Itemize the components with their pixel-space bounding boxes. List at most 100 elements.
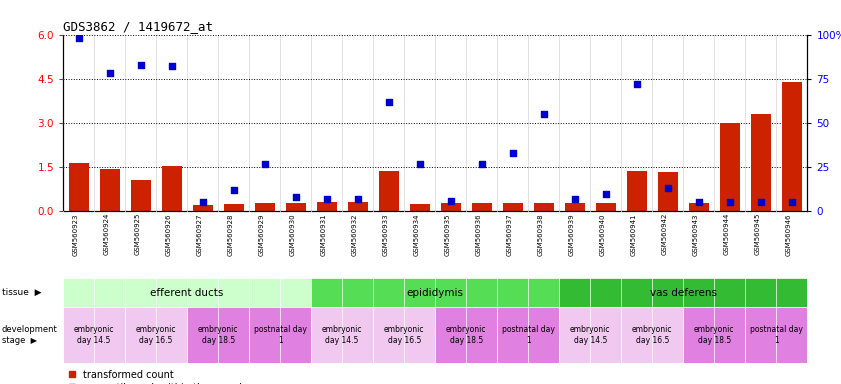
Text: efferent ducts: efferent ducts (151, 288, 224, 298)
Bar (373, 307, 436, 363)
Legend: transformed count, percentile rank within the sample: transformed count, percentile rank withi… (68, 370, 248, 384)
Point (723, 199, 737, 205)
Point (103, 70, 116, 76)
Bar (286, 203, 306, 211)
Text: GSM560937: GSM560937 (507, 213, 513, 256)
Bar (559, 278, 807, 307)
Bar (751, 114, 771, 211)
Point (351, 196, 364, 202)
Bar (311, 307, 373, 363)
Text: embryonic
day 18.5: embryonic day 18.5 (198, 325, 238, 345)
Bar (782, 82, 802, 211)
Text: embryonic
day 18.5: embryonic day 18.5 (446, 325, 486, 345)
Text: GSM560930: GSM560930 (289, 213, 296, 256)
Text: embryonic
day 16.5: embryonic day 16.5 (136, 325, 177, 345)
Point (320, 196, 333, 202)
Text: GSM560940: GSM560940 (600, 213, 606, 256)
Bar (378, 172, 399, 211)
Text: embryonic
day 14.5: embryonic day 14.5 (74, 325, 114, 345)
Bar (720, 123, 740, 211)
Text: GSM560935: GSM560935 (445, 213, 451, 256)
Text: GSM560923: GSM560923 (72, 213, 78, 256)
Text: embryonic
day 14.5: embryonic day 14.5 (570, 325, 611, 345)
Text: postnatal day
1: postnatal day 1 (254, 325, 307, 345)
Point (599, 190, 612, 197)
Point (165, 63, 178, 70)
Text: postnatal day
1: postnatal day 1 (502, 325, 555, 345)
Point (289, 194, 303, 200)
Text: GDS3862 / 1419672_at: GDS3862 / 1419672_at (63, 20, 213, 33)
Bar (161, 166, 182, 211)
Bar (503, 203, 523, 211)
Bar (627, 170, 647, 211)
Text: GSM560941: GSM560941 (631, 213, 637, 256)
Text: GSM560933: GSM560933 (383, 213, 389, 256)
Bar (255, 203, 275, 211)
Text: development
stage  ▶: development stage ▶ (2, 325, 57, 345)
Bar (621, 307, 683, 363)
Point (785, 199, 799, 205)
Text: GSM560934: GSM560934 (414, 213, 420, 256)
Point (754, 199, 768, 205)
Text: GSM560945: GSM560945 (755, 213, 761, 255)
Bar (311, 278, 559, 307)
Text: GSM560927: GSM560927 (197, 213, 203, 256)
Point (382, 99, 395, 105)
Bar (534, 203, 554, 211)
Point (258, 161, 272, 167)
Text: GSM560925: GSM560925 (135, 213, 140, 255)
Bar (63, 278, 311, 307)
Point (134, 61, 147, 68)
Text: GSM560926: GSM560926 (166, 213, 172, 256)
Text: epididymis: epididymis (407, 288, 463, 298)
Text: GSM560942: GSM560942 (662, 213, 668, 255)
Bar (564, 203, 584, 211)
Text: tissue  ▶: tissue ▶ (2, 288, 41, 297)
Point (506, 150, 520, 156)
Bar (689, 203, 709, 211)
Bar (63, 307, 125, 363)
Text: embryonic
day 16.5: embryonic day 16.5 (632, 325, 673, 345)
Bar (472, 203, 492, 211)
Point (196, 199, 209, 205)
Bar (193, 205, 213, 211)
Bar (99, 169, 119, 211)
Bar (410, 204, 430, 211)
Bar (595, 203, 616, 211)
Bar (559, 307, 621, 363)
Text: GSM560931: GSM560931 (320, 213, 326, 256)
Bar (683, 307, 745, 363)
Text: GSM560924: GSM560924 (103, 213, 109, 255)
Bar (316, 202, 336, 211)
Text: embryonic
day 16.5: embryonic day 16.5 (384, 325, 425, 345)
Point (692, 199, 706, 205)
Bar (125, 307, 187, 363)
Bar (187, 307, 249, 363)
Point (568, 196, 581, 202)
Bar (68, 163, 88, 211)
Point (661, 185, 674, 191)
Bar (745, 307, 807, 363)
Text: GSM560939: GSM560939 (569, 213, 574, 256)
Bar (347, 202, 368, 211)
Point (444, 197, 458, 204)
Text: vas deferens: vas deferens (650, 288, 717, 298)
Text: GSM560943: GSM560943 (693, 213, 699, 256)
Text: GSM560928: GSM560928 (228, 213, 234, 256)
Text: GSM560932: GSM560932 (352, 213, 357, 256)
Bar (249, 307, 311, 363)
Bar (441, 203, 461, 211)
Point (475, 161, 489, 167)
Text: GSM560929: GSM560929 (259, 213, 265, 256)
Text: GSM560946: GSM560946 (785, 213, 792, 256)
Point (630, 81, 643, 87)
Text: GSM560944: GSM560944 (724, 213, 730, 255)
Point (537, 111, 551, 117)
Text: embryonic
day 14.5: embryonic day 14.5 (322, 325, 362, 345)
Text: embryonic
day 18.5: embryonic day 18.5 (694, 325, 734, 345)
Point (71, 35, 85, 41)
Point (413, 161, 426, 167)
Bar (658, 172, 678, 211)
Bar (130, 180, 151, 211)
Bar (497, 307, 559, 363)
